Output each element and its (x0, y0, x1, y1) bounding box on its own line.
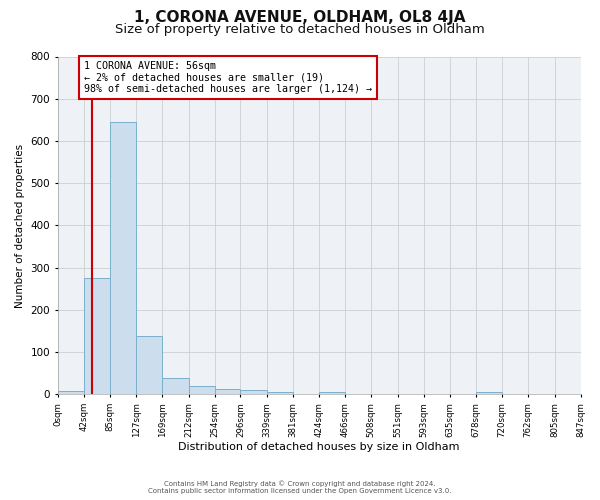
Bar (136, 336, 162, 394)
Bar (241, 390, 267, 394)
Bar (267, 392, 293, 394)
Bar (110, 122, 136, 394)
Text: 1, CORONA AVENUE, OLDHAM, OL8 4JA: 1, CORONA AVENUE, OLDHAM, OL8 4JA (134, 10, 466, 25)
Bar (84, 278, 110, 394)
Bar (319, 392, 346, 394)
Bar (188, 386, 215, 394)
Text: Contains HM Land Registry data © Crown copyright and database right 2024.
Contai: Contains HM Land Registry data © Crown c… (148, 480, 452, 494)
Bar (162, 378, 188, 394)
Y-axis label: Number of detached properties: Number of detached properties (15, 144, 25, 308)
Text: 1 CORONA AVENUE: 56sqm
← 2% of detached houses are smaller (19)
98% of semi-deta: 1 CORONA AVENUE: 56sqm ← 2% of detached … (85, 60, 373, 94)
Bar (476, 392, 502, 394)
Bar (58, 391, 84, 394)
Bar (215, 390, 241, 394)
X-axis label: Distribution of detached houses by size in Oldham: Distribution of detached houses by size … (178, 442, 460, 452)
Text: Size of property relative to detached houses in Oldham: Size of property relative to detached ho… (115, 22, 485, 36)
